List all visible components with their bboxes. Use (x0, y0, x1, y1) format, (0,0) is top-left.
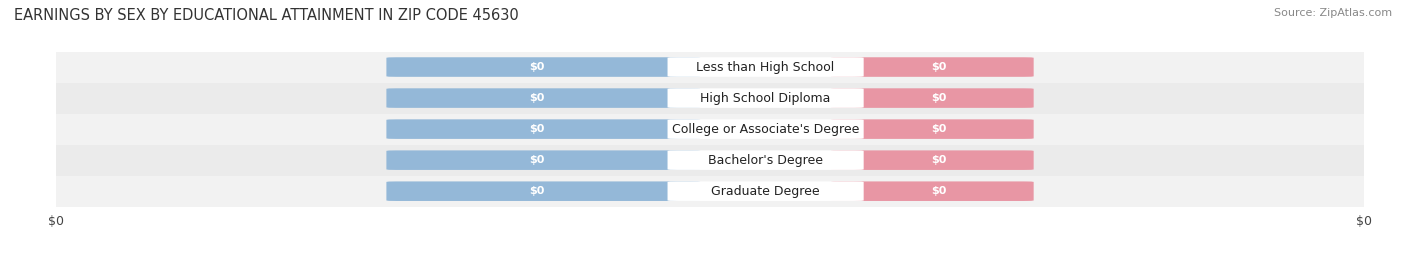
FancyBboxPatch shape (831, 150, 1033, 170)
Bar (56, 114, 1364, 145)
Text: Bachelor's Degree: Bachelor's Degree (709, 154, 823, 167)
FancyBboxPatch shape (668, 181, 863, 201)
Text: EARNINGS BY SEX BY EDUCATIONAL ATTAINMENT IN ZIP CODE 45630: EARNINGS BY SEX BY EDUCATIONAL ATTAINMEN… (14, 8, 519, 23)
FancyBboxPatch shape (387, 88, 700, 108)
Text: $0: $0 (529, 62, 544, 72)
FancyBboxPatch shape (831, 181, 1033, 201)
Text: $0: $0 (931, 62, 946, 72)
FancyBboxPatch shape (387, 57, 700, 77)
Bar (56, 83, 1364, 114)
FancyBboxPatch shape (831, 119, 1033, 139)
FancyBboxPatch shape (387, 181, 700, 201)
Text: $0: $0 (931, 124, 946, 134)
Legend: Male, Female: Male, Female (633, 268, 787, 269)
Bar (56, 145, 1364, 176)
FancyBboxPatch shape (668, 57, 863, 77)
FancyBboxPatch shape (831, 88, 1033, 108)
FancyBboxPatch shape (387, 119, 700, 139)
Text: Source: ZipAtlas.com: Source: ZipAtlas.com (1274, 8, 1392, 18)
Text: Graduate Degree: Graduate Degree (711, 185, 820, 198)
Text: $0: $0 (529, 93, 544, 103)
Text: $0: $0 (529, 124, 544, 134)
FancyBboxPatch shape (668, 88, 863, 108)
FancyBboxPatch shape (387, 150, 700, 170)
Text: $0: $0 (931, 186, 946, 196)
Bar (56, 176, 1364, 207)
FancyBboxPatch shape (668, 119, 863, 139)
Bar (56, 52, 1364, 83)
Text: $0: $0 (529, 186, 544, 196)
Text: $0: $0 (529, 155, 544, 165)
FancyBboxPatch shape (668, 150, 863, 170)
FancyBboxPatch shape (831, 57, 1033, 77)
Text: $0: $0 (931, 93, 946, 103)
Text: College or Associate's Degree: College or Associate's Degree (672, 123, 859, 136)
Text: $0: $0 (931, 155, 946, 165)
Text: High School Diploma: High School Diploma (700, 91, 831, 105)
Text: Less than High School: Less than High School (696, 61, 835, 73)
